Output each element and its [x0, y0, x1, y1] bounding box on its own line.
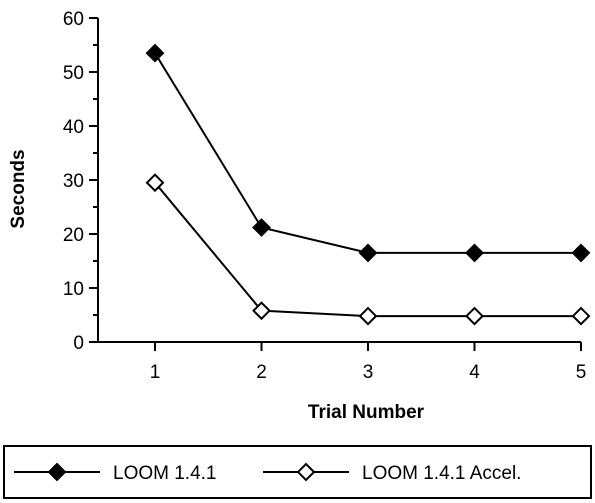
- y-tick-label: 60: [63, 9, 84, 30]
- y-tick-label: 40: [63, 117, 84, 138]
- open-diamond-marker: [465, 306, 484, 326]
- open-diamond-marker: [145, 173, 165, 193]
- series-line: [154, 52, 581, 254]
- legend-item: LOOM 1.4.1 Accel.: [263, 462, 521, 484]
- filled-diamond-marker: [358, 243, 378, 263]
- y-tick-label: 50: [63, 63, 84, 84]
- open-diamond-marker: [252, 301, 271, 321]
- open-diamond-marker: [358, 306, 378, 326]
- y-ticks: 0 10 20 30 40 50 60: [63, 9, 98, 354]
- x-axis-title: Trial Number: [308, 402, 425, 423]
- x-ticks: 1 2 3 4 5: [150, 342, 587, 383]
- y-tick-label: 20: [63, 225, 84, 246]
- x-tick-label: 3: [363, 362, 374, 383]
- legend-item: LOOM 1.4.1: [14, 462, 217, 484]
- legend-label: LOOM 1.4.1 Accel.: [362, 463, 521, 484]
- filled-diamond-marker: [465, 243, 484, 263]
- legend-open-diamond: [296, 462, 316, 482]
- y-tick-label: 30: [63, 171, 84, 192]
- open-diamond-marker: [571, 306, 591, 326]
- series-layer: [145, 43, 591, 326]
- y-tick-label: 10: [63, 279, 84, 300]
- y-axis-title: Seconds: [8, 149, 29, 228]
- filled-diamond-marker: [252, 218, 271, 237]
- legend: LOOM 1.4.1 LOOM 1.4.1 Accel.: [3, 445, 592, 499]
- filled-diamond-marker: [571, 243, 591, 263]
- x-tick-label: 1: [150, 362, 161, 383]
- y-tick-label: 0: [73, 333, 84, 354]
- x-tick-label: 5: [576, 362, 587, 383]
- legend-label: LOOM 1.4.1: [113, 463, 217, 484]
- axes: [97, 18, 581, 343]
- x-tick-label: 2: [256, 362, 267, 383]
- series-1: [145, 43, 591, 263]
- legend-items: LOOM 1.4.1 LOOM 1.4.1 Accel.: [14, 462, 521, 484]
- filled-diamond-marker: [145, 43, 165, 63]
- x-tick-label: 4: [469, 362, 480, 383]
- legend-filled-diamond: [47, 462, 67, 482]
- series-2: [145, 173, 591, 326]
